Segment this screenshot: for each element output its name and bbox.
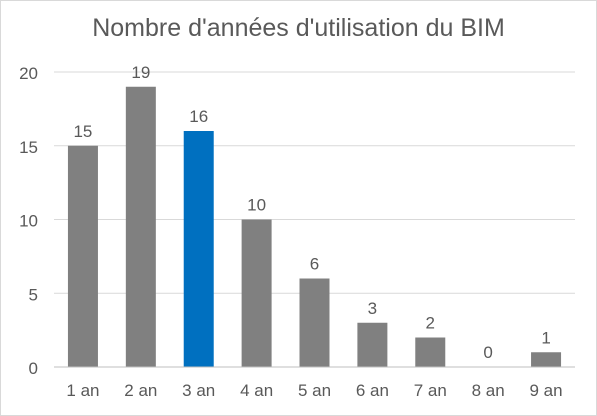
- x-tick-label: 8 an: [472, 381, 505, 400]
- bar: [299, 278, 330, 367]
- bar: [357, 322, 388, 367]
- bar: [125, 86, 156, 367]
- data-label: 15: [73, 122, 92, 141]
- x-tick-label: 3 an: [182, 381, 215, 400]
- x-tick-label: 2 an: [124, 381, 157, 400]
- y-axis-ticks: 0 5 10 15 20: [19, 64, 38, 378]
- data-labels: 15 19 16 10 6 3 2 0 1: [73, 63, 550, 362]
- data-label: 6: [310, 255, 319, 274]
- x-tick-label: 9 an: [530, 381, 563, 400]
- y-tick-label: 20: [19, 64, 38, 83]
- data-label: 3: [368, 299, 377, 318]
- y-tick-label: 10: [19, 212, 38, 231]
- bar: [531, 352, 562, 367]
- x-tick-label: 6 an: [356, 381, 389, 400]
- data-label: 16: [189, 107, 208, 126]
- chart-title: Nombre d'années d'utilisation du BIM: [92, 14, 505, 42]
- bar: [183, 131, 214, 367]
- data-label: 2: [426, 314, 435, 333]
- y-tick-label: 15: [19, 138, 38, 157]
- x-tick-label: 4 an: [240, 381, 273, 400]
- data-label: 19: [131, 63, 150, 82]
- x-tick-label: 1 an: [66, 381, 99, 400]
- y-tick-label: 0: [29, 359, 38, 378]
- data-label: 0: [483, 343, 492, 362]
- data-label: 1: [541, 328, 550, 347]
- bars: [67, 86, 562, 367]
- y-tick-label: 5: [29, 285, 38, 304]
- bar: [67, 145, 98, 367]
- x-tick-label: 5 an: [298, 381, 331, 400]
- x-axis-ticks: 1 an 2 an 3 an 4 an 5 an 6 an 7 an 8 an 9 an: [66, 381, 562, 400]
- bar: [241, 219, 272, 367]
- x-tick-label: 7 an: [414, 381, 447, 400]
- bar: [415, 337, 446, 367]
- data-label: 10: [247, 196, 266, 215]
